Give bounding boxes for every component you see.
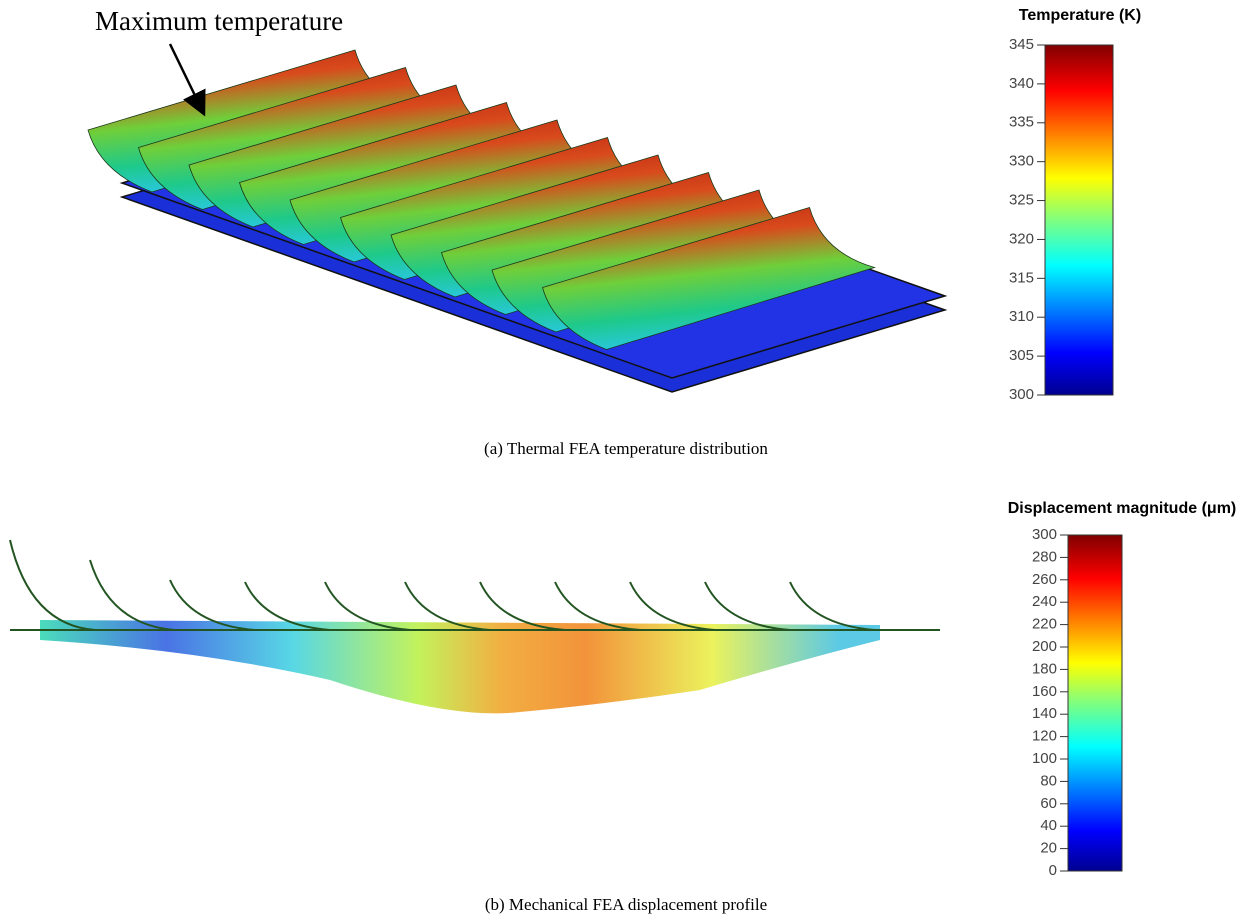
- colorbar: [1045, 45, 1113, 395]
- tick-label: 60: [1040, 795, 1057, 812]
- thermal-render: [88, 50, 945, 392]
- figure: Maximum temperature (a) Thermal FEA temp…: [0, 0, 1252, 921]
- tick-label: 315: [1009, 269, 1034, 286]
- tick-label: 305: [1009, 347, 1034, 364]
- tick-label: 20: [1040, 840, 1057, 857]
- tick-label: 300: [1032, 526, 1057, 543]
- tick-label: 300: [1009, 386, 1034, 403]
- tick-label: 160: [1032, 683, 1057, 700]
- tick-label: 320: [1009, 230, 1034, 247]
- fin-profile: [790, 582, 875, 630]
- tick-label: 100: [1032, 750, 1057, 767]
- tick-label: 240: [1032, 593, 1057, 610]
- tick-label: 200: [1032, 638, 1057, 655]
- tick-label: 310: [1009, 308, 1034, 325]
- colorbar: [1068, 535, 1122, 871]
- tick-label: 260: [1032, 571, 1057, 588]
- tick-label: 140: [1032, 705, 1057, 722]
- tick-label: 325: [1009, 192, 1034, 209]
- fin-profile: [555, 582, 640, 630]
- tick-label: 40: [1040, 817, 1057, 834]
- mechanical-render: [10, 540, 940, 713]
- colorbar-title: Temperature (K): [1019, 7, 1141, 24]
- tick-label: 330: [1009, 153, 1034, 170]
- caption: (b) Mechanical FEA displacement profile: [485, 895, 767, 914]
- caption: (a) Thermal FEA temperature distribution: [484, 439, 768, 458]
- fin-profile: [705, 582, 790, 630]
- colorbar-title: Displacement magnitude (μm): [1008, 500, 1237, 517]
- tick-label: 180: [1032, 660, 1057, 677]
- tick-label: 220: [1032, 616, 1057, 633]
- fin-profile: [90, 560, 175, 630]
- tick-label: 340: [1009, 75, 1034, 92]
- tick-label: 120: [1032, 728, 1057, 745]
- tick-label: 335: [1009, 114, 1034, 131]
- tick-label: 0: [1049, 862, 1057, 879]
- annotation: Maximum temperature: [95, 6, 343, 36]
- tick-label: 80: [1040, 772, 1057, 789]
- fin-profile: [630, 582, 715, 630]
- tick-label: 345: [1009, 36, 1034, 53]
- fin-profile: [10, 540, 95, 630]
- tick-label: 280: [1032, 548, 1057, 565]
